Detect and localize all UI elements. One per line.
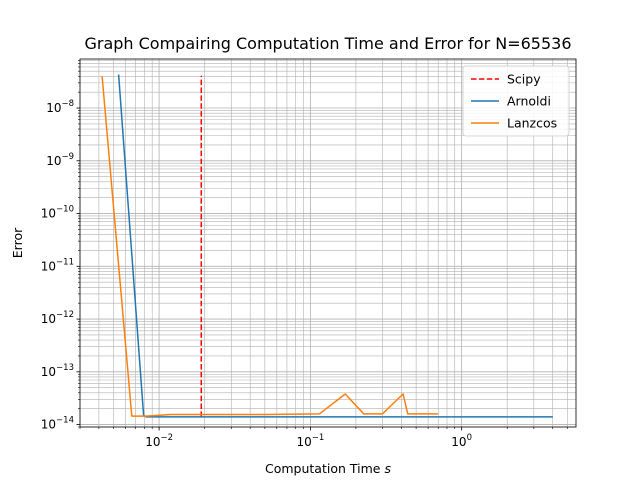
y-tick-label: 10−9	[46, 152, 74, 168]
legend-label: Scipy	[507, 72, 541, 87]
y-axis-label: Error	[10, 227, 25, 258]
x-axis-unit: s	[384, 461, 391, 476]
chart-title: Graph Compairing Computation Time and Er…	[84, 34, 571, 53]
axes: 10−2 10−1 100 10−14 10−13 10−12 10−11 10−10 10−9…	[41, 58, 577, 449]
y-tick-label: 10−13	[41, 363, 74, 379]
legend-label: Arnoldi	[507, 94, 551, 109]
plot-area	[101, 74, 553, 418]
x-tick-label: 10−2	[145, 433, 173, 449]
axes-frame	[79, 58, 577, 428]
y-tick-label: 10−11	[41, 257, 74, 273]
x-axis-label: Computation Time s	[265, 461, 391, 476]
legend-box	[462, 65, 570, 137]
grid	[79, 59, 576, 428]
x-tick-label: 100	[451, 433, 472, 449]
series-line-arnoldi	[117, 74, 553, 418]
x-axis-label-text: Computation Time	[265, 461, 381, 476]
y-tick-label: 10−10	[41, 205, 74, 221]
y-tick-label: 10−8	[46, 99, 74, 115]
legend: Scipy Arnoldi Lanzcos	[462, 65, 570, 137]
y-tick-label: 10−14	[41, 416, 74, 432]
series-line-lanzcos	[101, 76, 439, 417]
legend-label: Lanzcos	[507, 116, 557, 131]
y-tick-label: 10−12	[41, 310, 74, 326]
x-tick-label: 10−1	[296, 433, 324, 449]
